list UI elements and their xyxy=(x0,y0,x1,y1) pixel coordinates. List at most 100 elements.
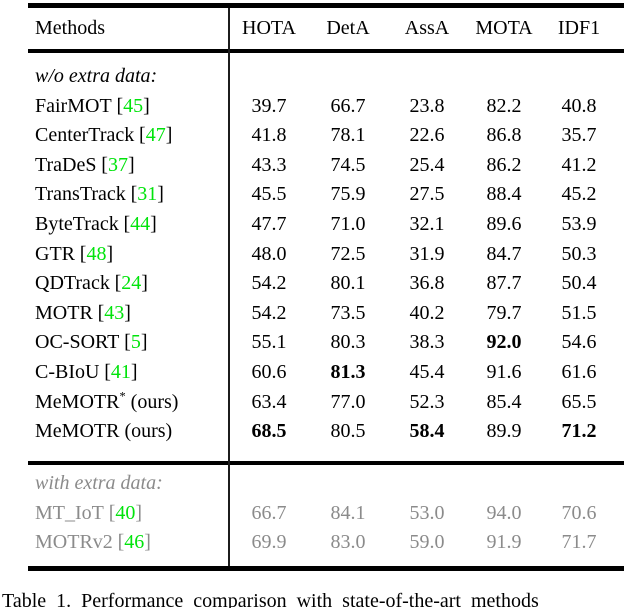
method-name: TransTrack xyxy=(35,183,126,206)
metric-value-cell: 78.1 xyxy=(330,124,366,147)
citation-bracket-close: ] xyxy=(140,331,148,354)
method-cell: OC-SORT [5] xyxy=(28,328,230,358)
citation-bracket-open: [ xyxy=(108,501,116,524)
citation-number: 40 xyxy=(115,501,136,524)
metric-value-cell: 89.9 xyxy=(486,420,522,443)
metric-value-cell: 27.5 xyxy=(409,183,445,206)
method-name: MOTRv2 xyxy=(35,531,113,554)
method-cell: FairMOT [45] xyxy=(28,92,230,122)
metric-value-cell: 54.2 xyxy=(251,301,287,324)
metric-value-cell: 23.8 xyxy=(409,94,445,117)
table-row: CenterTrack [47] 41.8 78.1 22.6 86.8 35.7 xyxy=(28,121,616,151)
method-cell: TransTrack [31] xyxy=(28,180,230,210)
metric-value-cell: 84.7 xyxy=(486,242,522,265)
metric-value-cell: 45.5 xyxy=(251,183,287,206)
citation-bracket-close: ] xyxy=(135,501,143,524)
table-row: TraDeS [37] 43.3 74.5 25.4 86.2 41.2 xyxy=(28,151,616,181)
table-section-no-extra-data: w/o extra data: FairMOT [45] 39.7 66.7 23.8 82… xyxy=(28,62,616,447)
metric-value-cell: 45.4 xyxy=(409,360,445,383)
method-name: C-BIoU xyxy=(35,360,100,383)
metric-value-cell: 66.7 xyxy=(251,501,287,524)
metric-value-cell: 75.9 xyxy=(330,183,366,206)
empty-cell xyxy=(466,469,542,499)
metric-value-cell: 54.6 xyxy=(561,331,597,354)
citation-bracket-open: [ xyxy=(97,301,105,324)
empty-cell xyxy=(308,62,388,92)
metric-value-cell: 32.1 xyxy=(409,212,445,235)
metric-value-cell: 85.4 xyxy=(486,390,522,413)
empty-cell xyxy=(230,469,308,499)
method-name: MeMOTR xyxy=(35,390,120,413)
method-cell: MeMOTR* (ours) xyxy=(28,388,230,418)
metric-value-cell: 53.0 xyxy=(409,501,445,524)
metric-value-cell: 89.6 xyxy=(486,212,522,235)
metric-value-cell: 68.5 xyxy=(251,420,287,443)
metric-value-cell: 91.9 xyxy=(486,531,522,554)
table-bottom-rule xyxy=(28,566,624,571)
metric-value-cell: 59.0 xyxy=(409,531,445,554)
metric-value-cell: 53.9 xyxy=(561,212,597,235)
empty-cell xyxy=(230,62,308,92)
table-section-with-extra-data: with extra data: MT_IoT [40] 66.7 84.1 53.0 94… xyxy=(28,469,616,558)
citation-number: 31 xyxy=(137,183,158,206)
table-row: ByteTrack [44] 47.7 71.0 32.1 89.6 53.9 xyxy=(28,210,616,240)
method-name: QDTrack xyxy=(35,272,110,295)
metric-value-cell: 82.2 xyxy=(486,94,522,117)
method-name: TraDeS xyxy=(35,153,97,176)
section-label: with extra data: xyxy=(35,472,163,494)
metric-value-cell: 25.4 xyxy=(409,153,445,176)
citation-number: 24 xyxy=(121,272,142,295)
column-header-methods: Methods xyxy=(35,17,105,39)
citation-number: 37 xyxy=(107,153,128,176)
method-cell: C-BIoU [41] xyxy=(28,358,230,388)
table-row: MOTRv2 [46] 69.9 83.0 59.0 91.9 71.7 xyxy=(28,528,616,558)
citation-bracket-open: [ xyxy=(104,360,111,383)
metric-value-cell: 45.2 xyxy=(561,183,597,206)
citation-number: 46 xyxy=(124,531,145,554)
table-top-rule xyxy=(28,3,624,8)
metric-value-cell: 73.5 xyxy=(330,301,366,324)
table-row: FairMOT [45] 39.7 66.7 23.8 82.2 40.8 xyxy=(28,92,616,122)
citation-number: 5 xyxy=(130,331,141,354)
metric-value-cell: 58.4 xyxy=(409,420,445,443)
citation-bracket-open: [ xyxy=(116,94,124,117)
metric-value-cell: 92.0 xyxy=(486,331,522,354)
table-row: GTR [48] 48.0 72.5 31.9 84.7 50.3 xyxy=(28,240,616,270)
method-cell: CenterTrack [47] xyxy=(28,121,230,151)
metric-value-cell: 86.2 xyxy=(486,153,522,176)
metric-value-cell: 36.8 xyxy=(409,272,445,295)
metric-value-cell: 80.5 xyxy=(330,420,366,443)
citation-number: 43 xyxy=(104,301,125,324)
citation-number: 45 xyxy=(123,94,144,117)
method-cell: TraDeS [37] xyxy=(28,151,230,181)
column-header-hota: HOTA xyxy=(242,17,296,39)
metric-value-cell: 84.1 xyxy=(330,501,366,524)
metric-value-cell: 81.3 xyxy=(330,360,366,383)
metric-value-cell: 69.9 xyxy=(251,531,287,554)
empty-cell xyxy=(466,62,542,92)
metric-value-cell: 48.0 xyxy=(251,242,287,265)
citation-bracket-close: ] xyxy=(106,242,114,265)
metric-value-cell: 54.2 xyxy=(251,272,287,295)
metric-value-cell: 41.2 xyxy=(561,153,597,176)
metric-value-cell: 86.8 xyxy=(486,124,522,147)
method-name: MT_IoT xyxy=(35,501,104,524)
metric-value-cell: 41.8 xyxy=(251,124,287,147)
metric-value-cell: 70.6 xyxy=(561,501,597,524)
metric-value-cell: 61.6 xyxy=(561,360,597,383)
metric-value-cell: 71.0 xyxy=(330,212,366,235)
citation-bracket-close: ] xyxy=(141,272,148,295)
table-caption: Table 1. Performance comparison with sta… xyxy=(2,590,539,608)
table-row: MOTR [43] 54.2 73.5 40.2 79.7 51.5 xyxy=(28,299,616,329)
metric-value-cell: 74.5 xyxy=(330,153,366,176)
column-header-deta: DetA xyxy=(326,17,370,39)
metric-value-cell: 47.7 xyxy=(251,212,287,235)
metric-value-cell: 77.0 xyxy=(330,390,366,413)
table-row: MeMOTR (ours) 68.5 80.5 58.4 89.9 71.2 xyxy=(28,417,616,447)
method-name: FairMOT xyxy=(35,94,112,117)
table-row: TransTrack [31] 45.5 75.9 27.5 88.4 45.2 xyxy=(28,180,616,210)
citation-bracket-open: [ xyxy=(130,183,138,206)
method-name: CenterTrack xyxy=(35,124,135,147)
metric-value-cell: 71.2 xyxy=(561,420,597,443)
table-row: MT_IoT [40] 66.7 84.1 53.0 94.0 70.6 xyxy=(28,499,616,529)
